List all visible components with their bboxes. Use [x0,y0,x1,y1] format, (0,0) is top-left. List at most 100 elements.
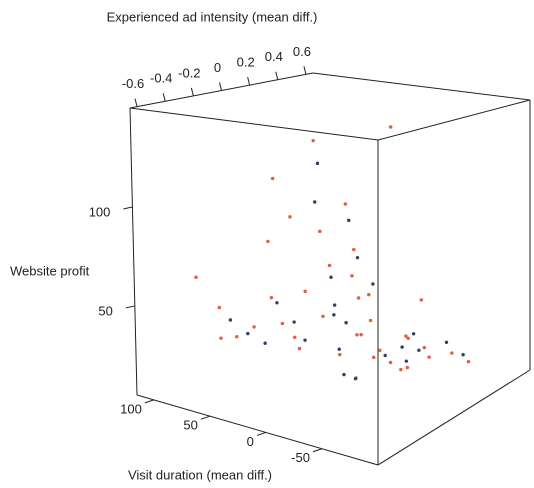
point [263,341,267,345]
point [280,321,285,326]
box-edge [377,99,531,141]
point [466,359,471,364]
box-edge [129,107,138,396]
point [368,318,373,323]
box-edge [129,107,379,141]
box-edge [136,394,379,466]
point [417,348,421,352]
point [400,345,404,349]
point [404,334,408,338]
y-tick [256,431,267,436]
y-tick-label: -50 [291,450,310,465]
x-tick [303,66,307,75]
y-tick-label: 100 [120,401,142,416]
point [411,332,416,336]
point [297,346,302,351]
y-tick [144,399,154,404]
point [270,176,275,181]
point [444,340,449,344]
point [288,215,292,219]
z-tick-label: 50 [98,303,112,318]
point [367,292,371,297]
point [275,301,279,305]
x-tick [219,82,222,91]
point [327,263,332,268]
point [313,200,317,204]
z-tick [125,305,135,309]
point [347,218,351,223]
point [404,359,409,363]
point [406,336,410,340]
point [419,298,423,302]
point [388,360,393,365]
point [293,335,297,339]
point [246,331,250,336]
point [219,336,223,340]
point [342,372,346,377]
x-tick-label: 0 [214,60,221,75]
point [355,255,360,260]
y-tick-label: 50 [183,418,197,433]
point [353,376,358,381]
x-tick-label: 0.6 [293,44,311,59]
point [355,333,359,337]
y-axis-title: Visit duration (mean diff.) [128,467,272,482]
point [269,295,274,300]
point [321,314,325,319]
x-tick-label: 0.2 [237,55,255,70]
point [352,247,356,252]
x-axis-title: Experienced ad intensity (mean diff.) [107,9,318,24]
z-tick [123,206,133,210]
point [388,125,393,129]
point [332,303,337,307]
point [318,229,322,234]
point [337,347,341,351]
point [461,353,465,357]
point [371,355,376,360]
y-tick-label: 0 [247,434,254,449]
point [315,161,320,166]
point [292,320,296,324]
point [343,202,348,206]
x-tick [247,76,251,86]
point [332,313,336,317]
box-edge [377,369,531,466]
x-tick-label: -0.4 [150,71,172,86]
point [399,367,403,372]
y-tick [200,415,211,420]
point [329,275,333,279]
point [311,138,315,143]
point [359,333,363,337]
point [450,351,454,355]
point [405,365,410,370]
point [266,239,270,244]
x-tick-label: 0.4 [265,49,283,64]
point [344,321,348,325]
z-axis-title: Website profit [10,263,90,278]
point [422,345,427,350]
z-tick-label: 100 [89,204,111,219]
y-tick [312,448,323,453]
point [303,338,307,342]
point [194,275,198,279]
point [338,352,342,357]
point [217,305,221,310]
box-edge [312,72,531,101]
point [378,348,382,353]
point [427,355,431,359]
point [235,335,239,339]
point [350,274,354,278]
x-tick [134,98,138,107]
point [356,296,361,300]
point [371,282,375,286]
x-tick-label: -0.2 [178,65,200,80]
x-tick [275,71,279,80]
x-tick-label: -0.6 [122,76,144,91]
point [228,318,233,322]
point [252,325,256,329]
x-tick [162,93,166,102]
x-tick [190,87,194,97]
point [303,289,307,294]
point [383,353,387,358]
